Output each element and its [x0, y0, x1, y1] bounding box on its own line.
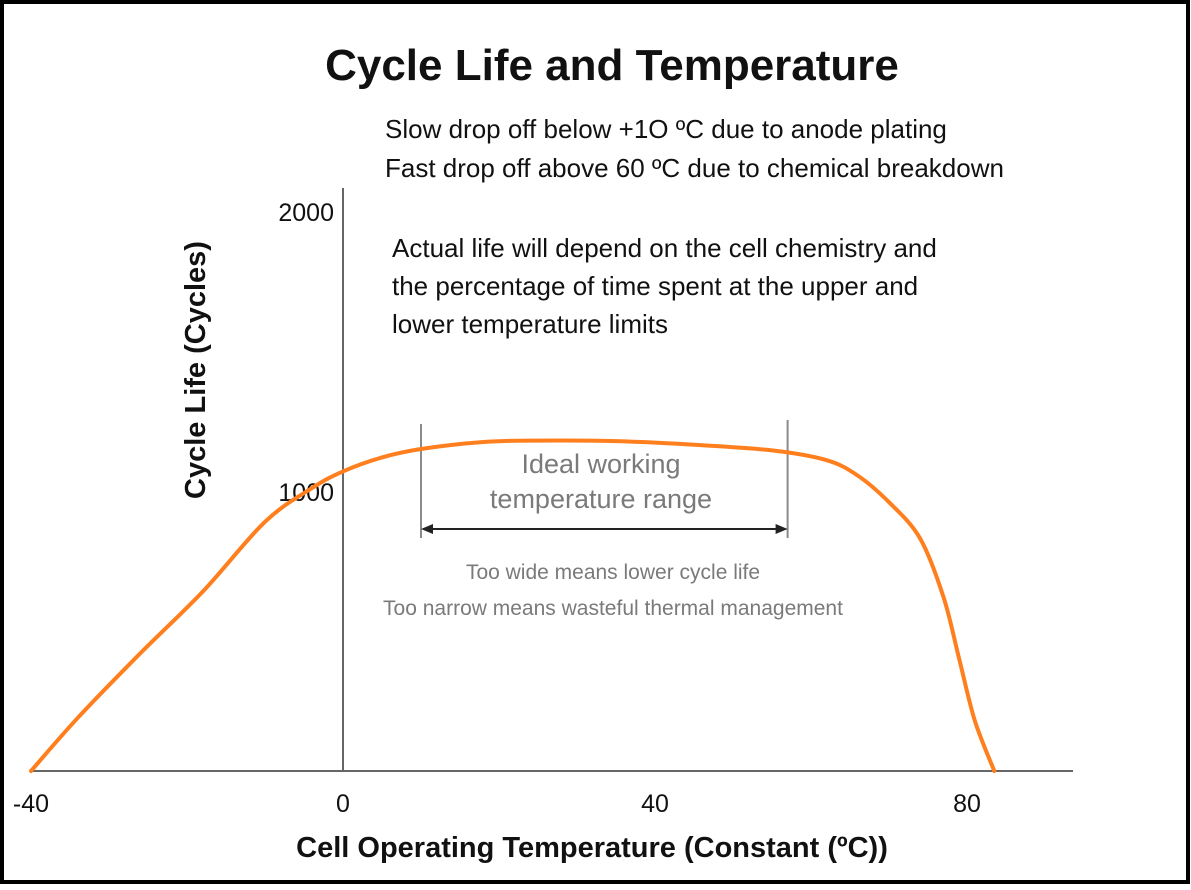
range-label-line-1: Ideal working [521, 449, 680, 479]
range-label-line-2: temperature range [490, 484, 712, 514]
range-caption-line-1: Too wide means lower cycle life [466, 561, 760, 584]
note-line-2: the percentage of time spent at the uppe… [392, 271, 918, 301]
y-tick-label: 2000 [278, 199, 334, 227]
subtitle-line-2: Fast drop off above 60 ºC due to chemica… [385, 153, 1004, 183]
x-axis-label: Cell Operating Temperature (Constant (ºC… [296, 832, 888, 864]
cycle-life-series-line [29, 438, 997, 773]
range-arrow-head-right [775, 524, 788, 534]
subtitle-line-1: Slow drop off below +1O ºC due to anode … [385, 114, 947, 144]
x-tick-label: 80 [953, 790, 981, 818]
range-caption-line-2: Too narrow means wasteful thermal manage… [383, 597, 843, 620]
chart-title: Cycle Life and Temperature [325, 41, 899, 90]
ideal-range-annotation [420, 420, 789, 538]
note-line-3: lower temperature limits [392, 309, 668, 339]
x-tick-label: 0 [336, 790, 350, 818]
y-axis-label: Cycle Life (Cycles) [180, 241, 212, 499]
x-tick-label: 40 [641, 790, 669, 818]
series-group [29, 438, 997, 773]
x-tick-label: -40 [13, 790, 49, 818]
range-arrow-head-left [421, 524, 433, 534]
note-line-1: Actual life will depend on the cell chem… [392, 233, 937, 263]
axes [32, 188, 1073, 772]
